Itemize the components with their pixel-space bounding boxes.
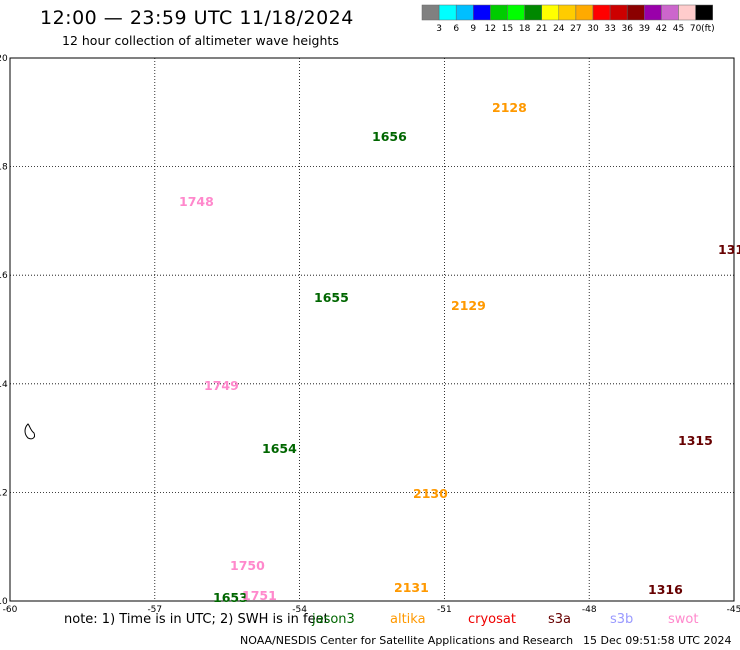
legend-swatch xyxy=(695,4,713,21)
pass-time-label: 1654 xyxy=(262,441,297,456)
lon-tick-label: -45 xyxy=(727,605,740,615)
legend-tick-label: 12 xyxy=(485,24,496,34)
lat-tick-label: 20 xyxy=(0,54,8,64)
satellite-legend-s3a: s3a xyxy=(548,612,572,627)
legend-tick-label: 36 xyxy=(621,24,633,34)
lat-tick-label: 14 xyxy=(0,380,8,390)
pass-time-label: 1656 xyxy=(372,129,407,144)
lon-tick-label: -54 xyxy=(292,605,307,615)
map-frame xyxy=(9,57,735,602)
pass-time-label: 1316 xyxy=(648,582,683,597)
legend-tick-label: 30 xyxy=(587,24,599,34)
generated-timestamp: 15 Dec 09:51:58 UTC 2024 xyxy=(583,634,732,647)
footer-note: note: 1) Time is in UTC; 2) SWH is in fe… xyxy=(64,612,329,627)
legend-tick-label: 45 xyxy=(673,24,684,34)
lon-tick-label: -57 xyxy=(147,605,162,615)
pass-time-label: 1749 xyxy=(204,378,239,393)
legend-tick-label: 21 xyxy=(536,24,547,34)
satellite-legend-s3b: s3b xyxy=(610,612,634,627)
legend-unit: (ft) xyxy=(701,24,715,34)
satellite-legend-swot: swot xyxy=(668,612,699,627)
wave-height-color-legend: 3 6 9 12 15 18 21 24 27 30 33 36 39 42 45 70 (ft) xyxy=(421,4,715,34)
map-title: 12:00 — 23:59 UTC 11/18/2024 xyxy=(40,7,354,29)
altimeter-map-plot: -60 -57 -54 -51 -48 -45 20 18 16 14 12 10 1656 2128 17… xyxy=(0,54,740,615)
legend-tick-label: 33 xyxy=(604,24,615,34)
legend-tick-label: 9 xyxy=(470,24,476,34)
legend-tick-label: 3 xyxy=(436,24,442,34)
lat-tick-label: 10 xyxy=(0,597,8,607)
satellite-legend-jason3: jason3 xyxy=(312,612,355,627)
pass-time-label: 1750 xyxy=(230,558,265,573)
pass-time-label: 1748 xyxy=(179,194,214,209)
pass-time-label: 2131 xyxy=(394,580,429,595)
legend-tick-label: 24 xyxy=(553,24,565,34)
legend-tick-label: 18 xyxy=(519,24,531,34)
satellite-legend-altika: altika xyxy=(390,612,426,627)
lat-tick-label: 18 xyxy=(0,163,8,173)
pass-time-label: 1653 xyxy=(213,590,248,605)
pass-time-label: 1316 xyxy=(718,242,740,257)
lat-tick-label: 12 xyxy=(0,488,8,498)
pass-time-label: 2128 xyxy=(492,100,527,115)
legend-tick-label: 15 xyxy=(502,24,513,34)
pass-time-label: 2130 xyxy=(413,486,448,501)
pass-time-label: 1751 xyxy=(242,588,277,603)
legend-tick-label: 70 xyxy=(690,24,702,34)
lon-tick-label: -48 xyxy=(582,605,597,615)
pass-time-label: 1315 xyxy=(678,433,713,448)
pass-time-label: 2129 xyxy=(451,298,486,313)
legend-tick-label: 6 xyxy=(453,24,459,34)
map-subtitle: 12 hour collection of altimeter wave hei… xyxy=(62,33,339,48)
satellite-legend-cryosat: cryosat xyxy=(468,612,516,627)
lat-tick-label: 16 xyxy=(0,271,8,281)
credit-line: NOAA/NESDIS Center for Satellite Applica… xyxy=(240,634,574,647)
legend-tick-label: 39 xyxy=(639,24,651,34)
pass-time-label: 1655 xyxy=(314,290,349,305)
lon-tick-label: -60 xyxy=(3,605,18,615)
lon-tick-label: -51 xyxy=(437,605,452,615)
island-icon xyxy=(24,423,35,440)
legend-tick-label: 27 xyxy=(570,24,581,34)
legend-tick-label: 42 xyxy=(656,24,667,34)
